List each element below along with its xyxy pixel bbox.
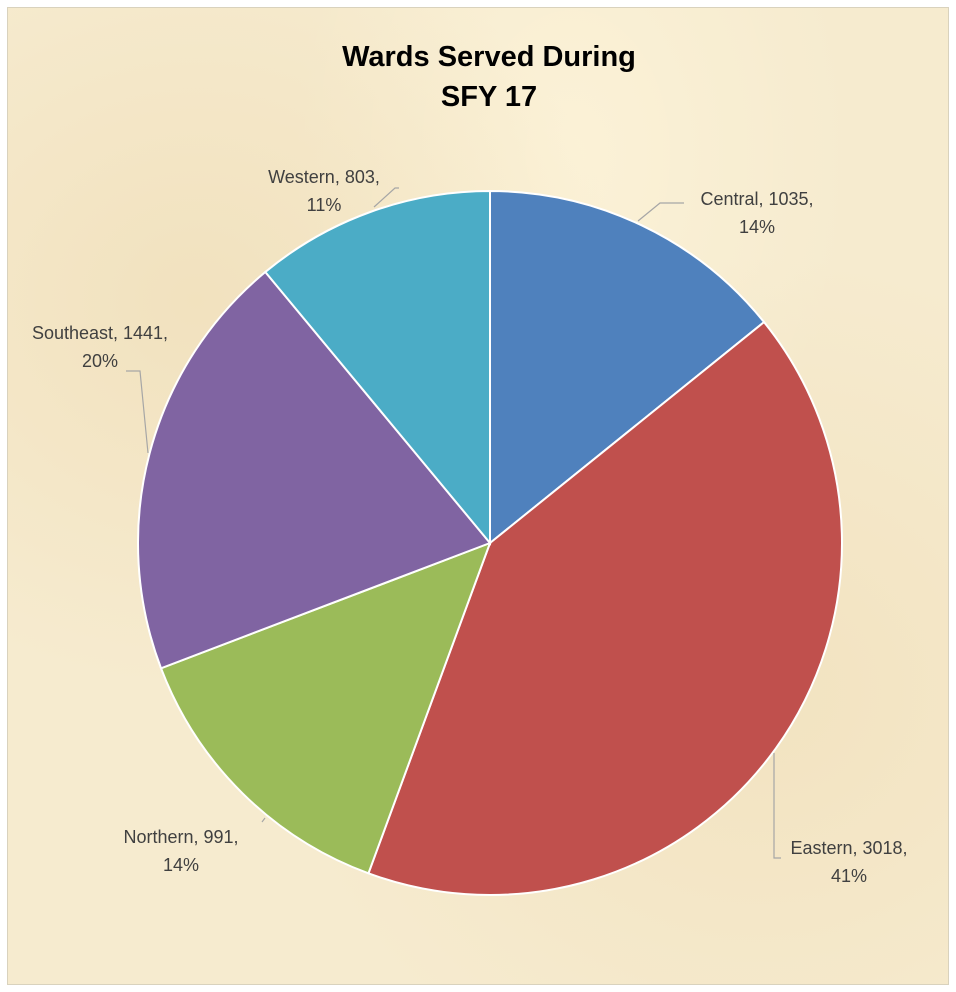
leader-line-northern [261, 817, 266, 823]
leader-lines [126, 187, 781, 859]
pie-slice-eastern [367, 320, 843, 896]
leader-line-southeast [126, 370, 149, 454]
data-label-eastern-percent: 41% [831, 866, 867, 886]
data-label-eastern-name-value: Eastern, 3018, [790, 838, 907, 858]
leader-line-western [373, 187, 399, 208]
pie-slice-western [263, 189, 491, 546]
data-label-central-percent: 14% [739, 217, 775, 237]
data-label-western-name-value: Western, 803, [268, 167, 380, 187]
leader-line-eastern [773, 753, 781, 859]
data-label-western-percent: 11% [307, 195, 342, 215]
data-label-northern-name-value: Northern, 991, [123, 827, 238, 847]
pie-slices [137, 189, 843, 896]
data-label-southeast-percent: 20% [82, 351, 118, 371]
data-label-northern-percent: 14% [163, 855, 199, 875]
leader-line-central [637, 202, 684, 222]
pie-slice-southeast [137, 270, 492, 670]
data-label-southeast-name-value: Southeast, 1441, [32, 323, 168, 343]
pie-slice-central [489, 189, 766, 546]
pie-slice-northern [159, 541, 492, 875]
data-labels: Central, 1035, 14% Eastern, 3018, 41% Northe… [32, 167, 908, 886]
data-label-central-name-value: Central, 1035, [700, 189, 813, 209]
chart-title-line-2: SFY 17 [441, 81, 537, 113]
chart-title-line-1: Wards Served During [342, 41, 636, 73]
